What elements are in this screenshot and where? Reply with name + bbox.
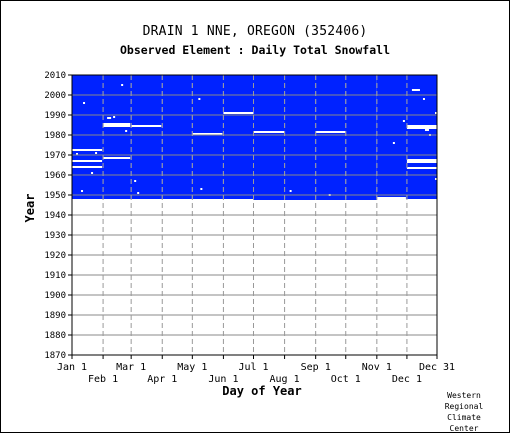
missing-day <box>125 130 128 132</box>
missing-period <box>376 197 406 199</box>
credit-line: Western <box>447 391 481 400</box>
x-tick-label: Dec 1 <box>392 374 422 385</box>
missing-day <box>289 190 292 192</box>
missing-day <box>434 178 437 180</box>
grid-layer <box>72 74 437 356</box>
missing-period <box>72 166 103 168</box>
y-tick-label: 2010 <box>44 71 66 81</box>
y-tick-label: 1930 <box>44 231 66 241</box>
y-tick-label: 1980 <box>44 131 66 141</box>
missing-period <box>107 117 112 119</box>
missing-period <box>315 131 346 133</box>
x-tick-label: Dec 31 <box>419 362 455 373</box>
missing-day <box>402 120 405 122</box>
y-axis-label: Year <box>23 194 37 223</box>
y-tick-label: 1920 <box>44 251 66 261</box>
y-tick-label: 1970 <box>44 151 66 161</box>
missing-period <box>192 133 223 135</box>
y-tick-label: 1870 <box>44 351 66 361</box>
coverage-block <box>72 75 254 199</box>
y-tick-label: 1900 <box>44 291 66 301</box>
x-tick-label: Apr 1 <box>147 374 177 385</box>
x-tick-label: Jun 1 <box>208 374 238 385</box>
y-tick-label: 1950 <box>44 191 66 201</box>
x-tick-label: Oct 1 <box>331 374 361 385</box>
missing-day <box>113 116 116 118</box>
credit-block: Western Regional Climate Center <box>434 390 494 434</box>
data-layer <box>72 75 437 200</box>
missing-period <box>72 149 103 151</box>
missing-period <box>253 131 285 133</box>
missing-day <box>137 192 140 194</box>
credit-line: Climate <box>447 413 481 422</box>
missing-period <box>406 125 437 127</box>
missing-day <box>81 190 84 192</box>
missing-period <box>411 89 420 91</box>
missing-day <box>434 112 437 114</box>
missing-day <box>83 102 86 104</box>
missing-period <box>406 167 437 169</box>
x-tick-label: Jan 1 <box>57 362 87 373</box>
x-tick-label: Feb 1 <box>88 374 118 385</box>
missing-day <box>76 153 79 155</box>
coverage-block <box>253 75 377 200</box>
missing-period <box>424 129 429 131</box>
missing-period <box>406 159 437 161</box>
x-tick-label: Mar 1 <box>116 362 146 373</box>
missing-day <box>95 152 98 154</box>
missing-period <box>103 125 131 127</box>
x-tick-label: Aug 1 <box>270 374 300 385</box>
missing-period <box>406 127 437 129</box>
missing-period <box>131 125 162 127</box>
credit-line: Regional <box>444 402 484 411</box>
x-tick-label: May 1 <box>177 362 207 373</box>
y-tick-label: 1940 <box>44 211 66 221</box>
x-tick-label: Jul 1 <box>238 362 268 373</box>
y-tick-label: 1910 <box>44 271 66 281</box>
missing-day <box>422 98 425 100</box>
y-tick-label: 1990 <box>44 111 66 121</box>
y-tick-label: 1960 <box>44 171 66 181</box>
chart-subtitle: Observed Element : Daily Total Snowfall <box>119 43 391 57</box>
missing-day <box>198 98 201 100</box>
y-tick-label: 2000 <box>44 91 66 101</box>
missing-period <box>223 112 254 114</box>
y-tick-label: 1890 <box>44 311 66 321</box>
missing-day <box>121 84 124 86</box>
missing-day <box>134 180 137 182</box>
x-tick-label: Nov 1 <box>362 362 392 373</box>
missing-day <box>200 188 203 190</box>
credit-line: Center <box>449 424 479 433</box>
missing-day <box>392 142 395 144</box>
x-tick-label: Sep 1 <box>301 362 331 373</box>
y-tick-label: 1880 <box>44 331 66 341</box>
missing-day <box>91 172 94 174</box>
missing-period <box>406 161 437 163</box>
chart-title: DRAIN 1 NNE, OREGON (352406) <box>142 24 368 39</box>
x-axis-label: Day of Year <box>222 384 301 398</box>
axes-layer: 1870 1880 1890 1900 1910 1920 1930 1940 1950 1960… <box>44 71 455 385</box>
missing-period <box>103 157 131 159</box>
missing-period <box>72 160 103 162</box>
missing-period <box>103 123 131 125</box>
